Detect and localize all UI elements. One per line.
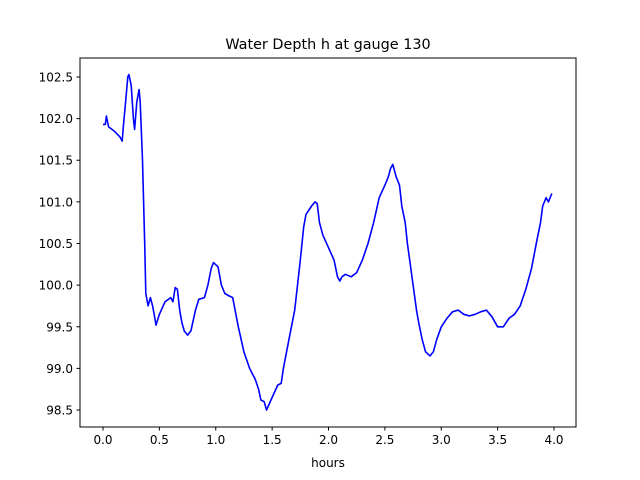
y-tick-label: 101.0 xyxy=(39,195,73,209)
x-tick-label: 1.0 xyxy=(206,433,225,447)
y-tick-label: 102.5 xyxy=(39,70,73,84)
x-tick-label: 0.5 xyxy=(150,433,169,447)
y-tick-label: 99.0 xyxy=(46,362,73,376)
y-tick-label: 101.5 xyxy=(39,154,73,168)
series-line-h xyxy=(103,73,553,411)
x-tick-label: 4.0 xyxy=(544,433,563,447)
x-tick-label: 2.5 xyxy=(375,433,394,447)
y-tick-label: 100.5 xyxy=(39,237,73,251)
y-tick-label: 102.0 xyxy=(39,112,73,126)
plot-area: 0.0 0.5 1.0 1.5 2.0 2.5 3.0 3.5 4.0 98.5 99.0 99.5 1… xyxy=(39,70,564,447)
x-tick-label: 3.0 xyxy=(432,433,451,447)
x-axis-label: hours xyxy=(311,456,345,470)
y-tick-label: 99.5 xyxy=(46,320,73,334)
y-tick-label: 100.0 xyxy=(39,279,73,293)
x-tick-label: 1.5 xyxy=(263,433,282,447)
axes-frame xyxy=(79,57,577,428)
x-tick-label: 3.5 xyxy=(488,433,507,447)
y-tick-label: 98.5 xyxy=(46,404,73,418)
chart-title: Water Depth h at gauge 130 xyxy=(225,37,430,53)
x-tick-label: 0.0 xyxy=(93,433,112,447)
x-tick-label: 2.0 xyxy=(319,433,338,447)
